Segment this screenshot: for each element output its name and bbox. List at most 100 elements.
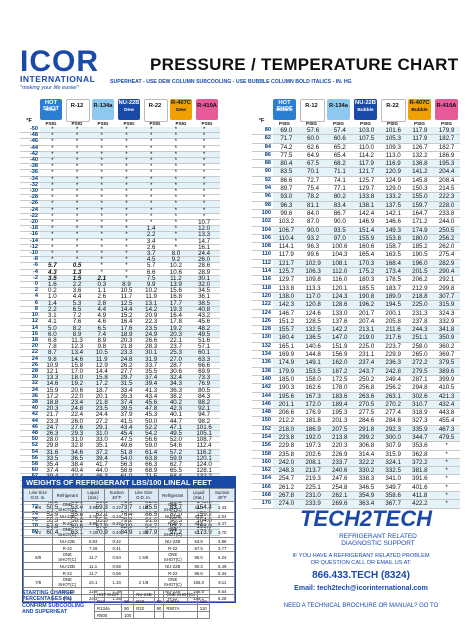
pressure-cell: 421.3 [433,392,460,401]
pressure-cell: 13.3 [188,232,220,239]
pressure-cell: 132.2 [406,151,434,161]
pressure-cell: 1.6 [40,281,65,289]
pressure-cell: 220.3 [326,441,354,451]
weights-cell: 0.22 [103,519,130,527]
pressure-cell: 133.8 [353,192,380,202]
weights-cell [128,512,159,520]
pressure-cell: * [40,170,65,177]
table-row: -42 * * * * * * * [20,151,220,159]
pressure-cell: 34.3 [163,381,189,388]
table-row: 38 18.8 23.4 21.8 37.4 45.6 40.2 88.2 [20,399,220,407]
pressure-cell: 90.0 [299,226,327,235]
pressure-cell: 24.8 [114,356,139,363]
temperature-cell: 162 [252,466,273,476]
pressure-cell: 153.8 [379,234,407,244]
weights-cell: 5.34 [209,569,235,577]
weights-table: Line Size O.D. In. Refrigerant Liquid (Sat… [22,488,235,602]
left-pressure-table: -50 * * * * * * * -48 * * * * * * * -46 * * * * * * * -44 * * * * * * *… [20,126,220,537]
temperature-cell: -50 [20,126,40,134]
temperature-cell: 36 [20,393,40,400]
weights-header-cell: Suction 40°F [103,488,130,502]
table-row: 126 151.2 128.5 137.6 207.4 205.8 237.8 332.9 [252,317,460,327]
pressure-cell: 146.9 [353,217,380,227]
column-header-label: NU-22B [355,100,376,106]
pressure-cell: * [89,238,115,245]
pressure-cell: 7.8 [40,343,65,351]
weights-cell: 0.22 [103,501,130,513]
temperature-cell: 44 [20,418,40,425]
pressure-cell: * [114,263,139,270]
table-row: 128 155.7 132.5 142.2 213.1 211.6 244.3 341.8 [252,325,460,335]
pressure-cell: 47.8 [138,405,164,413]
logo-tagline: "making your life easier" [20,85,79,91]
pressure-cell: 17.7 [163,300,189,307]
pressure-cell: 121.7 [273,259,300,269]
pressure-cell: 24.4 [188,250,220,258]
pressure-cell: 310.7 [406,400,434,410]
pressure-cell: 145.8 [406,176,434,186]
pressure-cell: * [40,151,65,159]
phone-number[interactable]: 866.433.TECH (8324) [312,570,410,581]
pressure-cell: 15.8 [64,362,90,369]
pressure-cell: 116.9 [379,159,407,169]
pressure-cell: * [138,164,164,171]
column-header-unit: PSIG [279,121,290,126]
pressure-cell: 9.8 [40,356,65,363]
temperature-cell: -12 [20,244,40,252]
weights-cell: 11.7 [81,551,105,563]
pressure-cell: * [40,132,65,140]
weights-cell [128,562,159,570]
pressure-cell: 109.8 [299,275,327,285]
column-header: R-410A PSIG [194,99,220,126]
pressure-cell: * [188,170,220,177]
pressure-cell: 218.0 [273,425,300,435]
table-row: 18 6.8 11.3 8.9 20.3 26.6 22.1 51.6 [20,337,220,345]
pressure-cell: 4.5 [138,257,164,264]
pressure-cell: 37.9 [114,412,139,419]
temperature-cell: 126 [252,317,273,327]
email-link[interactable]: Email: tech2tech@icorinternational.com [294,585,428,592]
weights-cell: 5/8 [22,551,54,563]
pressure-cell: 61.4 [138,449,164,456]
pressure-cell: * [163,244,189,252]
temperature-cell: -38 [20,163,40,171]
weights-cell: 44.0 [186,501,211,513]
pressure-cell: 38.2 [163,393,189,400]
pressure-cell: 59.0 [138,443,164,450]
pressure-cell: 282.9 [433,259,460,269]
pressure-cell: 240.6 [326,466,354,476]
pressure-cell: 369.7 [433,350,460,360]
pressure-cell: 208.4 [433,176,460,186]
pressure-cell: 4.1 [40,319,65,326]
column-header-label: HOT SHOT [42,100,60,112]
pressure-cell: * [40,182,65,190]
temperature-cell: 82 [252,134,273,144]
temperature-cell: 152 [252,425,273,435]
pressure-cell: 28.7 [163,362,189,369]
pressure-cell: 35.1 [89,443,115,450]
weights-cell: 0.68 [103,562,130,570]
pressure-cell: 80.5 [188,387,220,394]
temperature-cell: -30 [20,188,40,196]
temperature-cell: 16 [20,331,40,338]
weights-cell: R-22 [157,569,188,577]
pressure-cell: * [40,164,65,171]
temperature-cell: 6 [20,300,40,307]
pressure-cell: 103.0 [353,127,380,136]
column-header-label: R-410A [436,103,457,109]
weights-cell: 3.70 [209,526,235,538]
weights-cell [22,537,54,545]
table-row: 148 206.6 176.9 195.3 277.5 277.4 318.9 443.8 [252,408,460,418]
pressure-cell: 19.2 [163,325,189,332]
column-header-sub: Bubble [411,108,428,113]
pressure-cell: 1.4 [138,226,164,233]
pressure-cell: 110.0 [353,143,380,152]
temperature-cell: 26 [20,362,40,369]
pressure-cell: 27.2 [89,418,115,425]
pressure-cell: 335.9 [406,425,434,435]
pressure-cell: 101.6 [379,127,407,136]
pressure-cell: * [64,219,90,227]
pressure-cell: 141.2 [406,167,434,177]
pressure-cell: 185.5 [353,284,380,293]
pressure-cell: * [114,275,139,283]
